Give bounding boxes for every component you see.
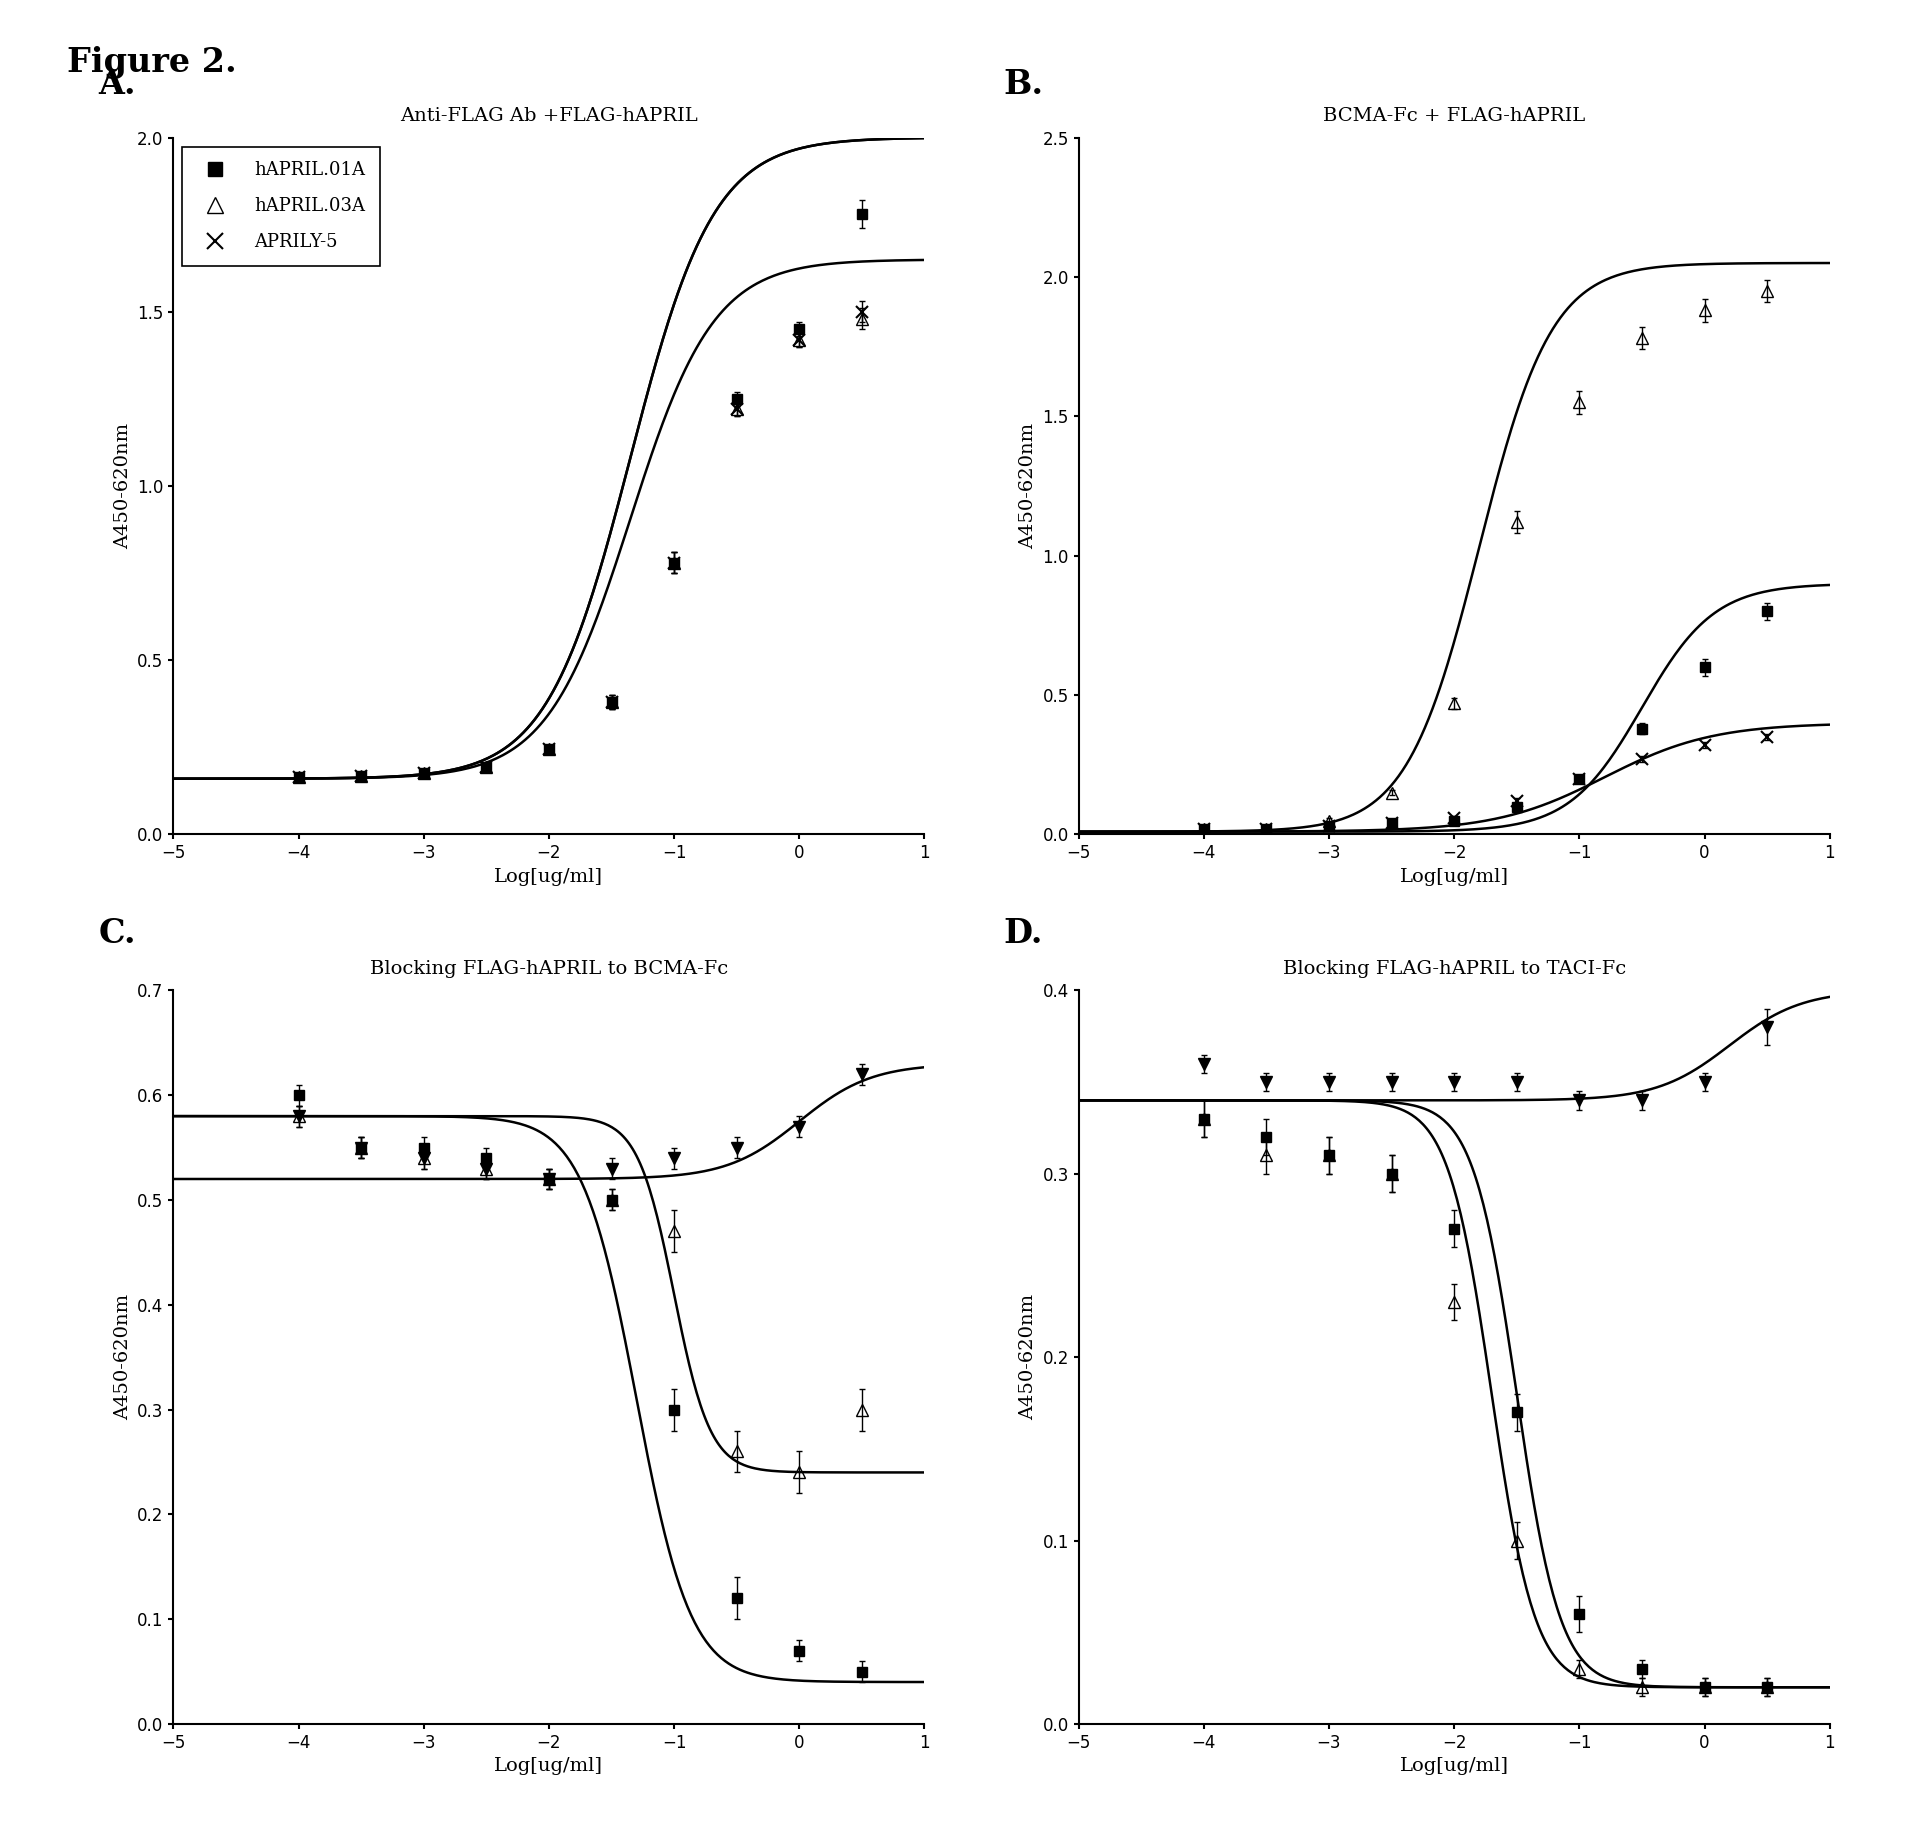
Legend: hAPRIL.01A, hAPRIL.03A, APRILY-5: hAPRIL.01A, hAPRIL.03A, APRILY-5 <box>183 147 379 266</box>
Text: Figure 2.: Figure 2. <box>67 46 237 79</box>
X-axis label: Log[ug/ml]: Log[ug/ml] <box>495 1757 603 1775</box>
X-axis label: Log[ug/ml]: Log[ug/ml] <box>1400 867 1508 886</box>
Text: D.: D. <box>1003 917 1044 950</box>
Text: C.: C. <box>98 917 137 950</box>
Y-axis label: A450-620nm: A450-620nm <box>1019 424 1036 548</box>
Y-axis label: A450-620nm: A450-620nm <box>114 424 131 548</box>
Y-axis label: A450-620nm: A450-620nm <box>1019 1295 1036 1420</box>
X-axis label: Log[ug/ml]: Log[ug/ml] <box>495 867 603 886</box>
Title: Blocking FLAG-hAPRIL to TACI-Fc: Blocking FLAG-hAPRIL to TACI-Fc <box>1283 959 1626 978</box>
Title: Blocking FLAG-hAPRIL to BCMA-Fc: Blocking FLAG-hAPRIL to BCMA-Fc <box>370 959 728 978</box>
Text: A.: A. <box>98 68 137 101</box>
Title: BCMA-Fc + FLAG-hAPRIL: BCMA-Fc + FLAG-hAPRIL <box>1323 106 1585 125</box>
Text: B.: B. <box>1003 68 1044 101</box>
X-axis label: Log[ug/ml]: Log[ug/ml] <box>1400 1757 1508 1775</box>
Y-axis label: A450-620nm: A450-620nm <box>114 1295 131 1420</box>
Title: Anti-FLAG Ab +FLAG-hAPRIL: Anti-FLAG Ab +FLAG-hAPRIL <box>401 106 697 125</box>
